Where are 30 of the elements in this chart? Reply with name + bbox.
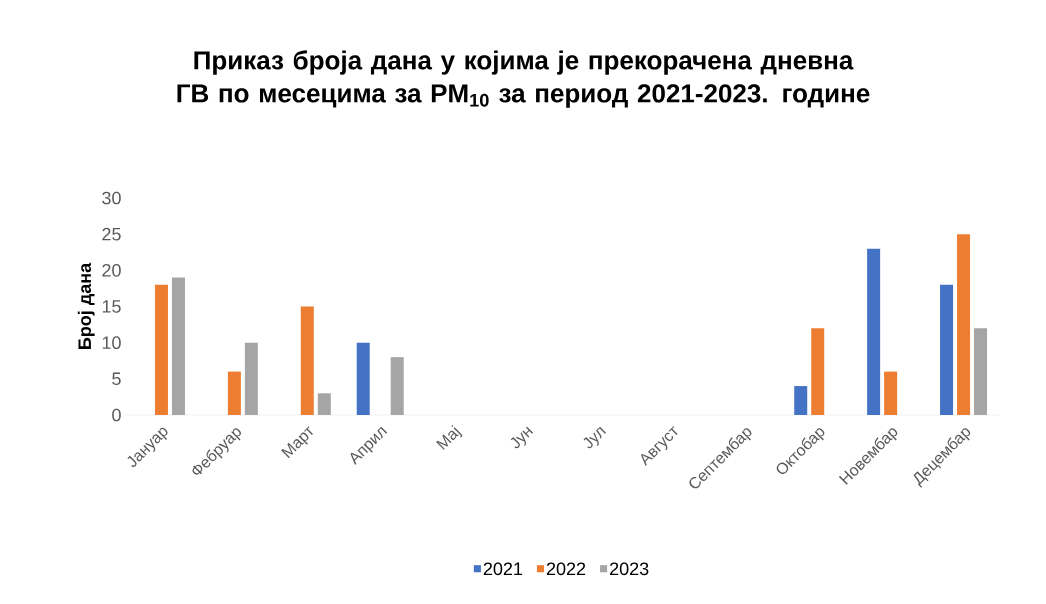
bar — [244, 342, 258, 415]
bar — [794, 386, 808, 415]
bar — [957, 234, 971, 415]
y-tick-label: 0 — [112, 408, 121, 422]
x-tick-label: Јул — [583, 426, 606, 449]
y-tick-label: 30 — [102, 191, 121, 205]
y-tick-label: 20 — [102, 263, 121, 277]
y-tick-label: 10 — [102, 336, 121, 350]
bar — [884, 371, 898, 415]
legend-label: 2023 — [610, 562, 649, 576]
bar — [940, 284, 954, 415]
y-axis-title: Број дана — [77, 262, 95, 349]
legend-label: 2021 — [483, 562, 523, 576]
bar — [154, 284, 168, 415]
x-tick-label: Мај — [436, 424, 463, 450]
bar — [227, 371, 241, 415]
x-tick-label: Јун — [510, 426, 534, 449]
y-tick-label: 15 — [102, 300, 121, 313]
bar — [974, 328, 988, 415]
bar — [300, 306, 314, 415]
y-tick-label: 25 — [102, 227, 121, 241]
bar — [171, 277, 185, 415]
bar — [811, 328, 825, 415]
chart-title: Приказ броја дана у којима је прекорачена дневна ГВ по месецима за PM$_{10}$ за период 2021-2023. године — [177, 50, 870, 108]
y-tick-label: 5 — [112, 372, 121, 386]
bar — [867, 248, 881, 415]
bar — [356, 342, 370, 415]
legend-label: 2022 — [546, 562, 586, 576]
bar — [390, 357, 404, 415]
bar — [317, 393, 331, 415]
